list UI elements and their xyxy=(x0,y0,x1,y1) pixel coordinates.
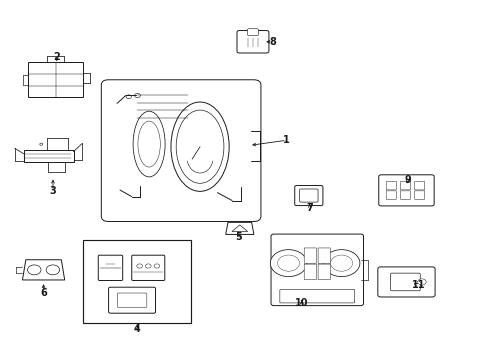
Text: 7: 7 xyxy=(306,203,313,213)
Circle shape xyxy=(145,264,151,268)
Circle shape xyxy=(46,265,60,275)
FancyBboxPatch shape xyxy=(101,80,261,221)
FancyBboxPatch shape xyxy=(378,175,433,206)
FancyBboxPatch shape xyxy=(304,264,316,280)
Text: 11: 11 xyxy=(410,280,424,291)
Polygon shape xyxy=(22,260,64,280)
FancyBboxPatch shape xyxy=(400,191,409,199)
Text: 5: 5 xyxy=(235,232,242,242)
Text: 9: 9 xyxy=(403,175,410,185)
FancyBboxPatch shape xyxy=(414,191,424,199)
FancyBboxPatch shape xyxy=(237,31,268,53)
FancyBboxPatch shape xyxy=(400,181,409,190)
FancyBboxPatch shape xyxy=(318,264,330,280)
FancyBboxPatch shape xyxy=(117,293,146,307)
Text: 4: 4 xyxy=(134,324,141,334)
Ellipse shape xyxy=(171,102,229,191)
Text: 8: 8 xyxy=(269,37,276,47)
Circle shape xyxy=(277,255,299,271)
Bar xyxy=(83,240,191,323)
Polygon shape xyxy=(225,222,253,234)
FancyBboxPatch shape xyxy=(279,289,354,303)
FancyBboxPatch shape xyxy=(318,248,330,264)
FancyBboxPatch shape xyxy=(131,255,164,280)
Ellipse shape xyxy=(133,111,165,177)
FancyBboxPatch shape xyxy=(386,191,395,199)
FancyBboxPatch shape xyxy=(304,248,316,264)
Circle shape xyxy=(137,264,142,268)
Text: 1: 1 xyxy=(283,135,289,145)
Ellipse shape xyxy=(138,121,160,167)
Polygon shape xyxy=(231,225,247,231)
Circle shape xyxy=(330,255,352,271)
Text: 10: 10 xyxy=(294,298,308,309)
FancyBboxPatch shape xyxy=(294,185,322,206)
Circle shape xyxy=(323,249,359,276)
Text: 3: 3 xyxy=(49,186,56,196)
Text: 2: 2 xyxy=(53,51,60,62)
FancyBboxPatch shape xyxy=(247,29,258,36)
Circle shape xyxy=(40,143,42,145)
Bar xyxy=(28,63,83,97)
Circle shape xyxy=(126,95,131,99)
Circle shape xyxy=(154,264,160,268)
FancyBboxPatch shape xyxy=(390,273,419,291)
FancyBboxPatch shape xyxy=(377,267,434,297)
FancyBboxPatch shape xyxy=(108,287,155,313)
Circle shape xyxy=(270,249,306,276)
FancyBboxPatch shape xyxy=(98,255,122,280)
Ellipse shape xyxy=(176,110,224,183)
Circle shape xyxy=(134,93,140,98)
Bar xyxy=(23,150,73,162)
FancyBboxPatch shape xyxy=(414,181,424,190)
FancyBboxPatch shape xyxy=(299,189,317,202)
Text: 6: 6 xyxy=(40,288,47,298)
FancyBboxPatch shape xyxy=(270,234,363,306)
Circle shape xyxy=(27,265,41,275)
Circle shape xyxy=(417,279,426,285)
FancyBboxPatch shape xyxy=(386,181,395,190)
